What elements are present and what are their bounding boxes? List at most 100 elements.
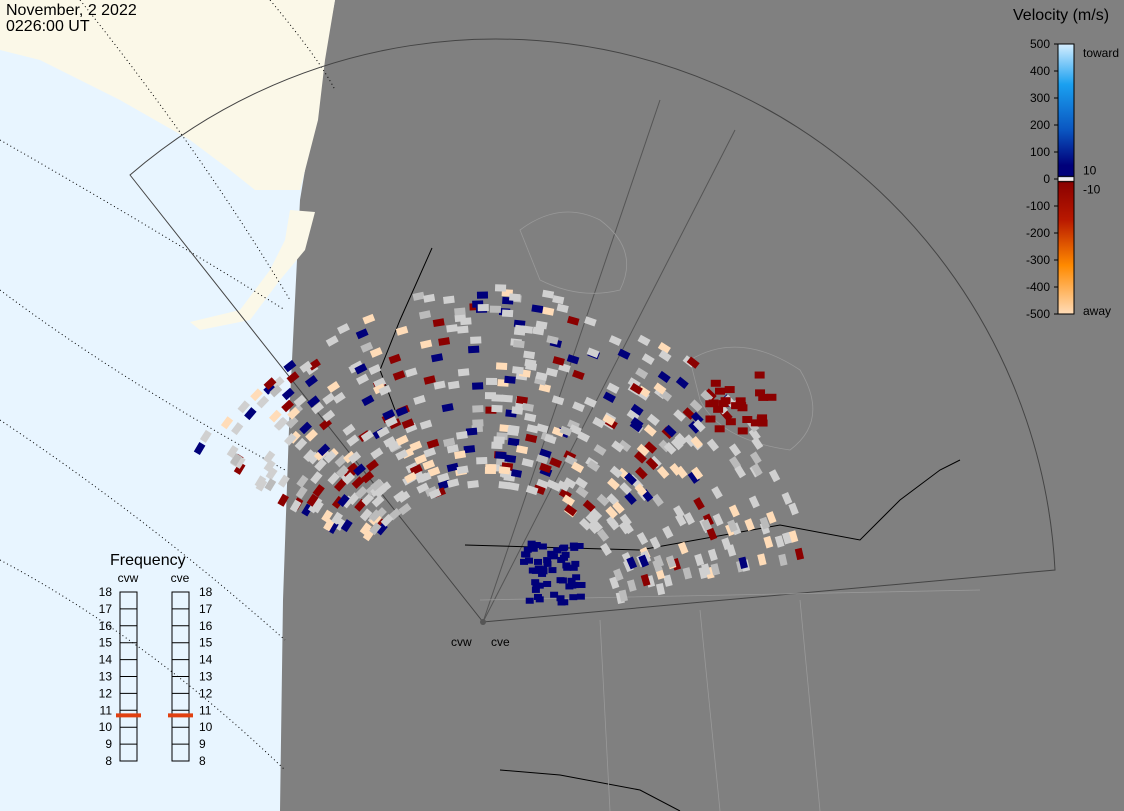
cell [788,502,799,516]
cell [556,303,569,313]
cell [634,483,647,497]
cell [334,478,347,492]
cell [419,419,433,430]
cell [703,388,717,402]
cell [355,328,369,340]
radar-cells [193,284,805,606]
cell [321,509,334,523]
cell [538,383,551,393]
cell [701,563,711,576]
cell [724,386,735,394]
cell [552,295,565,305]
cell [336,464,349,478]
cell [705,400,716,408]
cell [359,508,373,522]
cell [572,369,585,381]
cell [584,316,597,327]
cell [295,485,308,500]
cell [714,387,725,395]
cell [446,478,460,488]
colorbar-tick-label: -200 [1026,226,1050,240]
cell [710,379,721,387]
frequency-tick-label: 11 [100,703,113,717]
cell [341,495,354,509]
cell [446,444,459,454]
cell [683,434,697,448]
frequency-tick-label: 15 [199,636,213,650]
cell [611,440,625,453]
cell [299,360,313,373]
cell [404,422,418,434]
cell [312,484,325,498]
cell [690,435,704,449]
cell [199,429,212,443]
cell [657,370,671,383]
cell [414,454,428,465]
cell [560,544,569,551]
cell [571,582,580,589]
cell [536,423,549,434]
cell [550,591,559,598]
cell [529,542,538,549]
colorbar-tick-label: 0 [1043,172,1050,186]
cell [513,339,525,349]
cell [354,363,368,375]
frequency-tick-label: 13 [199,670,213,684]
cell [606,382,620,394]
cell [637,334,651,347]
cell [542,289,555,299]
cell [521,458,534,468]
frequency-tick-label: 10 [199,720,213,734]
cell [663,424,677,438]
cell [332,391,346,404]
cell [395,325,409,336]
cell [340,519,353,533]
cell [714,425,725,433]
cell [254,475,267,489]
cell [542,306,555,316]
cell [626,579,637,592]
cell [382,409,396,421]
cell [543,560,552,567]
cell [538,570,547,577]
cell [633,451,647,464]
cell [457,325,469,334]
cell [523,546,532,553]
cell [285,416,299,429]
cell [495,451,507,460]
cell [369,347,383,358]
cell [706,527,718,541]
cell [657,342,671,354]
cell [587,459,601,472]
cell [348,451,362,464]
cell [369,522,382,536]
cell [630,417,644,430]
cell [501,394,513,403]
cell [670,437,684,451]
cell [548,567,557,574]
cell [193,442,206,456]
cell [655,583,666,596]
cell [498,481,511,490]
cell [755,389,766,397]
cell [256,395,270,409]
cell [731,402,742,410]
cell [592,416,606,429]
cell [420,339,433,349]
cell [398,502,412,516]
cell [618,439,632,452]
cell [373,383,386,395]
cell [405,462,419,474]
cell [543,557,552,564]
cell [395,406,409,417]
cell [465,427,478,436]
cell [525,362,538,371]
cell [310,496,323,510]
cell [361,493,375,506]
cell [694,553,705,567]
cell [551,426,565,437]
cell [431,353,444,363]
cell [734,465,747,479]
cell [693,497,705,511]
cell [356,373,369,385]
